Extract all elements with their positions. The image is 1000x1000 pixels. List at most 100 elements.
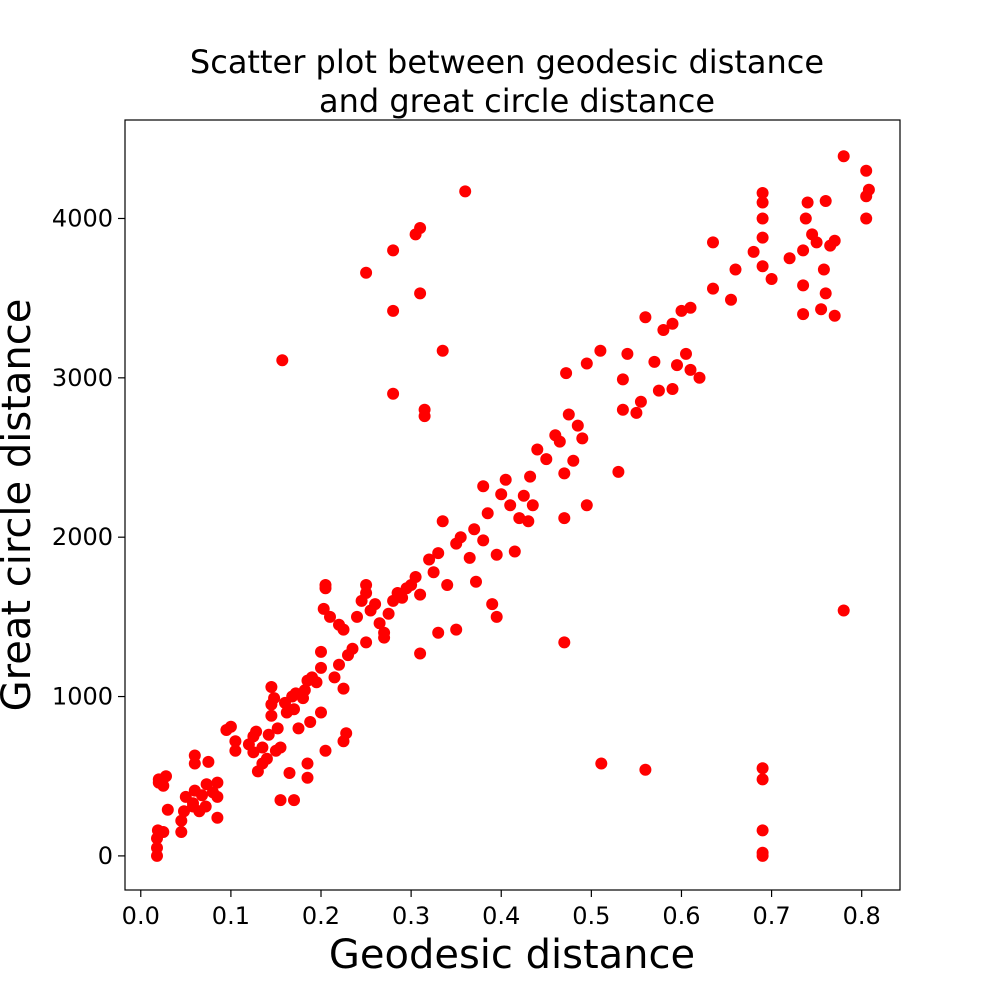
data-point	[274, 794, 287, 807]
data-point	[211, 790, 224, 803]
data-point	[360, 636, 373, 649]
data-point	[725, 293, 737, 306]
data-point	[481, 507, 494, 520]
data-point	[315, 706, 327, 719]
data-point	[178, 805, 190, 818]
data-point	[409, 571, 422, 583]
data-point	[310, 676, 323, 689]
data-point	[819, 287, 832, 300]
data-point	[414, 287, 427, 300]
y-tick-label: 1000	[52, 683, 113, 711]
data-point	[558, 467, 571, 480]
data-point	[819, 195, 832, 207]
data-point	[274, 741, 287, 754]
data-point	[756, 824, 769, 837]
data-point	[369, 598, 382, 611]
data-point	[337, 682, 350, 695]
data-point	[319, 579, 332, 591]
data-point	[513, 512, 526, 525]
data-point	[188, 749, 201, 762]
data-point	[707, 236, 719, 249]
data-point	[799, 212, 812, 225]
y-axis-label: Great circle distance	[0, 299, 40, 712]
data-point	[247, 746, 260, 759]
y-tick-label: 0	[98, 842, 113, 870]
x-tick-label: 0.3	[392, 902, 430, 930]
data-point	[324, 610, 336, 623]
data-point	[315, 661, 327, 674]
data-point	[283, 767, 296, 779]
data-point	[414, 222, 427, 234]
data-point	[360, 579, 373, 591]
data-point	[271, 722, 284, 735]
data-point	[837, 604, 850, 617]
data-point	[680, 347, 692, 360]
y-tick-label: 4000	[52, 204, 113, 232]
data-point	[387, 244, 400, 257]
x-tick-label: 0.6	[662, 902, 700, 930]
chart-title-line-2: and great circle distance	[319, 82, 715, 120]
data-point	[351, 610, 363, 623]
data-point	[634, 395, 647, 408]
data-point	[756, 231, 769, 244]
plot-frame	[124, 119, 901, 891]
data-point	[260, 752, 273, 765]
data-point	[229, 744, 242, 757]
data-point	[387, 304, 400, 317]
data-point	[304, 716, 317, 728]
data-point	[747, 245, 760, 258]
data-point	[301, 771, 314, 784]
data-point	[427, 566, 440, 579]
y-axis-ticks: 0 1000 2000 3000 4000	[52, 204, 125, 870]
data-point	[797, 308, 810, 321]
x-tick-label: 0.0	[122, 902, 160, 930]
data-point	[756, 187, 769, 199]
data-point	[666, 317, 679, 330]
data-point	[756, 762, 769, 775]
data-point	[562, 408, 575, 421]
data-point	[301, 757, 314, 770]
data-point	[499, 473, 512, 486]
data-point	[436, 515, 449, 528]
data-point	[477, 480, 490, 493]
data-point	[319, 744, 332, 757]
data-point	[684, 363, 697, 376]
x-tick-label: 0.1	[212, 902, 250, 930]
data-point	[657, 324, 670, 336]
data-point	[648, 355, 661, 368]
data-points	[151, 150, 875, 862]
y-tick-label: 2000	[52, 523, 113, 551]
data-point	[265, 709, 278, 722]
data-point	[211, 776, 224, 789]
data-point	[526, 499, 539, 512]
data-point	[828, 234, 841, 247]
x-axis-ticks: 0.0 0.1 0.2 0.3 0.4 0.5 0.6 0.7 0.8	[122, 890, 881, 930]
data-point	[756, 260, 769, 273]
data-point	[387, 387, 400, 400]
data-point	[175, 814, 188, 827]
data-point	[288, 703, 300, 716]
data-point	[783, 252, 796, 265]
data-point	[157, 779, 170, 792]
data-point	[797, 244, 810, 257]
data-point	[441, 579, 454, 591]
data-point	[616, 403, 629, 416]
data-point	[337, 623, 350, 636]
data-point	[268, 692, 281, 705]
data-point	[630, 406, 643, 419]
data-point	[531, 443, 544, 456]
data-point	[797, 279, 810, 292]
data-point	[860, 164, 873, 177]
data-point	[414, 588, 427, 601]
data-point	[756, 846, 769, 859]
data-point	[490, 610, 503, 623]
y-tick-label: 3000	[52, 364, 113, 392]
data-point	[378, 631, 391, 644]
data-point	[346, 642, 359, 655]
data-point	[540, 453, 553, 466]
data-point	[558, 512, 571, 525]
data-point	[454, 531, 467, 544]
data-point	[639, 311, 652, 324]
data-point	[594, 344, 607, 357]
